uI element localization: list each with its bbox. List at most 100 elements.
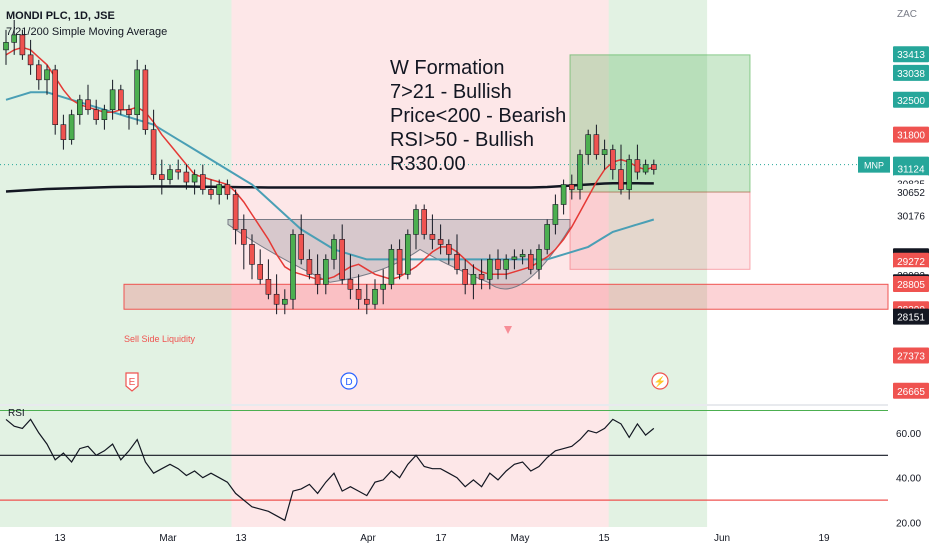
candle-up: [3, 42, 9, 51]
candle-up: [290, 234, 296, 300]
candle-up: [101, 109, 108, 121]
candle-up: [167, 169, 173, 180]
annotation-line-5: R330.00: [390, 153, 466, 175]
time-tick-label: Mar: [159, 533, 177, 544]
candle-up: [642, 164, 649, 173]
price-label-box: [893, 91, 929, 108]
rsi-tick-label: 60.00: [896, 429, 921, 440]
rsi-label: RSI: [8, 408, 25, 419]
price-label: 30652: [897, 188, 925, 199]
candle-down: [241, 229, 247, 245]
candle-down: [593, 134, 600, 155]
candle-down: [429, 234, 436, 240]
rsi-tick-label: 20.00: [896, 519, 921, 530]
candle-up: [470, 274, 477, 285]
candle-down: [175, 169, 181, 173]
split-icon: ⚡: [651, 372, 669, 390]
candle-down: [208, 189, 214, 195]
candle-up: [68, 114, 75, 140]
currency-label: ZAC: [897, 9, 917, 20]
candle-down: [27, 54, 34, 66]
price-label: 29272: [897, 257, 925, 268]
price-label-box: [893, 308, 929, 325]
price-label-box: [893, 126, 929, 143]
rsi-band-red: [231, 406, 609, 527]
candle-up: [544, 224, 551, 250]
candle-up: [44, 69, 50, 81]
price-label: 31124: [897, 164, 925, 175]
price-label: 26665: [897, 387, 925, 398]
candle-down: [339, 239, 346, 280]
price-label-box: [893, 347, 929, 364]
candle-up: [536, 249, 542, 270]
candle-down: [355, 288, 362, 300]
ticker-label-box: [858, 156, 890, 173]
dividend-icon: D: [340, 372, 358, 390]
candle-down: [347, 279, 354, 290]
price-label-box: [893, 207, 929, 224]
candle-up: [77, 99, 83, 116]
drawing-zones: [0, 54, 889, 334]
time-tick-label: 13: [54, 533, 66, 544]
candle-up: [331, 239, 337, 260]
price-label-box: [893, 160, 929, 177]
candle-down: [314, 274, 321, 285]
event-glyph: E: [129, 377, 136, 388]
price-label-box: [893, 382, 929, 399]
price-axis: 60.0040.0020.003341333038325003180031267…: [858, 46, 929, 530]
candle-up: [380, 283, 387, 290]
candle-up: [191, 174, 198, 183]
annotation-line-4: RSI>50 - Bullish: [390, 129, 534, 151]
candle-up: [577, 154, 583, 190]
time-tick-label: Apr: [360, 533, 376, 544]
candle-down: [142, 69, 149, 130]
candle-up: [281, 298, 288, 305]
candle-down: [265, 279, 272, 295]
time-tick-label: 19: [818, 533, 830, 544]
time-axis: 13 Mar 13 Apr 17 May 15 Jun 19: [54, 533, 830, 544]
rsi-tick-label: 40.00: [896, 474, 921, 485]
event-markers: E D ⚡: [125, 372, 669, 392]
candles: [3, 19, 657, 315]
price-band-green: [0, 0, 232, 404]
candle-up: [503, 259, 510, 270]
price-label-box: [893, 64, 929, 81]
candle-down: [495, 259, 501, 270]
candle-down: [462, 269, 469, 285]
candle-down: [93, 109, 99, 121]
price-label: 27373: [897, 351, 925, 362]
candle-down: [306, 259, 313, 275]
price-label-box: [893, 276, 929, 293]
candle-down: [273, 293, 280, 305]
candle-down: [52, 69, 59, 125]
candle-up: [626, 159, 633, 190]
rsi-band-green: [0, 406, 232, 527]
rsi-band-green: [608, 406, 708, 527]
candle-down: [183, 171, 190, 183]
candle-up: [552, 204, 559, 225]
event-glyph: D: [345, 377, 352, 388]
symbol-title: MONDI PLC, 1D, JSE: [6, 10, 115, 22]
candle-down: [35, 64, 42, 81]
candle-up: [134, 69, 140, 116]
candle-down: [159, 174, 165, 180]
rsi-pane: [0, 409, 888, 522]
moving-averages: [5, 46, 655, 281]
candle-down: [60, 124, 67, 140]
candle-down: [118, 89, 124, 111]
candle-up: [560, 184, 567, 205]
event-glyph: ⚡: [654, 375, 666, 388]
sma-7-line: [5, 46, 655, 281]
price-label: 28805: [897, 280, 925, 291]
price-label: 33038: [897, 69, 925, 80]
candle-down: [232, 194, 239, 230]
sell-side-liquidity-label: Sell Side Liquidity: [124, 334, 196, 344]
chart-header: MONDI PLC, 1D, JSE 7/21/200 Simple Movin…: [6, 8, 167, 40]
candle-down: [634, 159, 641, 173]
ticker-label: MNP: [864, 161, 884, 171]
indicator-title: 7/21/200 Simple Moving Average: [6, 26, 168, 38]
candle-up: [519, 254, 526, 258]
price-label: 28151: [897, 313, 925, 324]
